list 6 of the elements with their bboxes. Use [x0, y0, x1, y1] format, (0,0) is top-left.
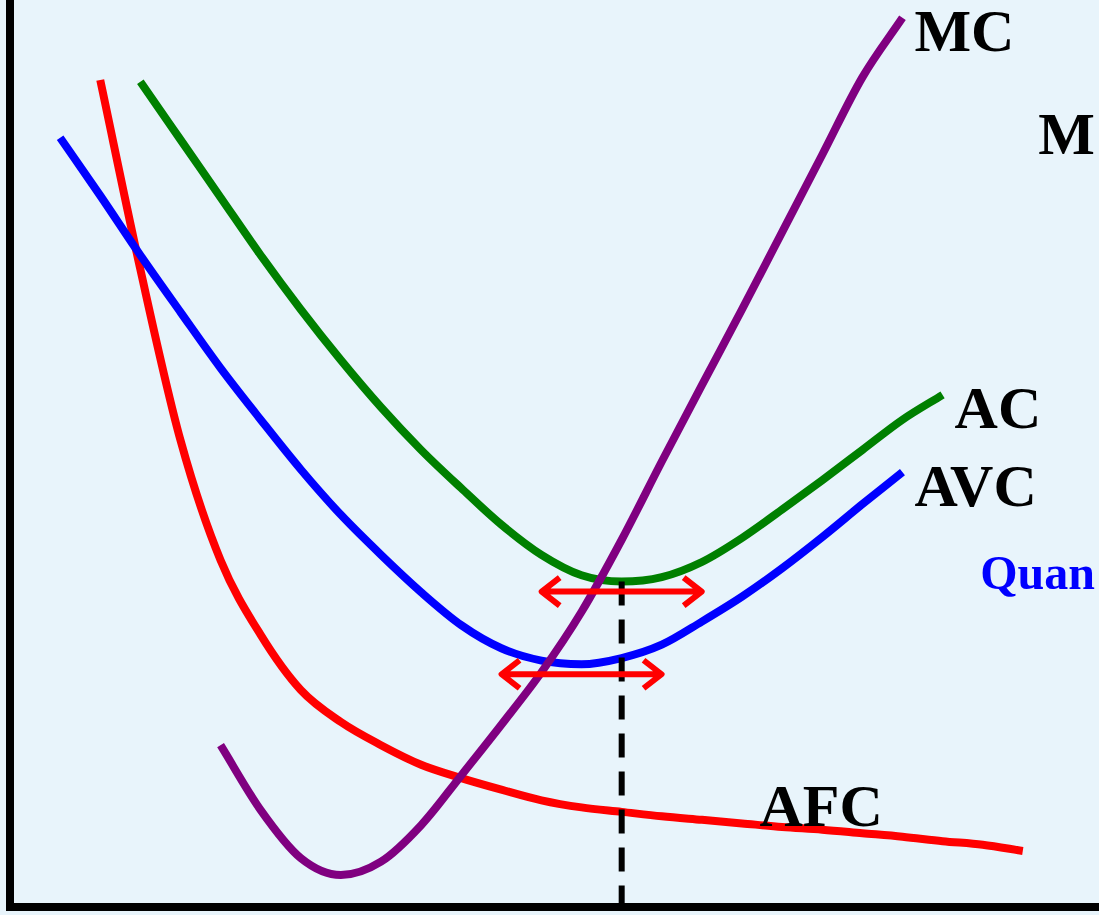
annotation: M [1038, 100, 1095, 169]
series-label: AFC [759, 773, 883, 840]
series-label: AC [954, 375, 1042, 442]
series-label: AVC [914, 452, 1037, 519]
annotation: Quan [980, 545, 1095, 600]
series-label: MC [914, 0, 1015, 65]
